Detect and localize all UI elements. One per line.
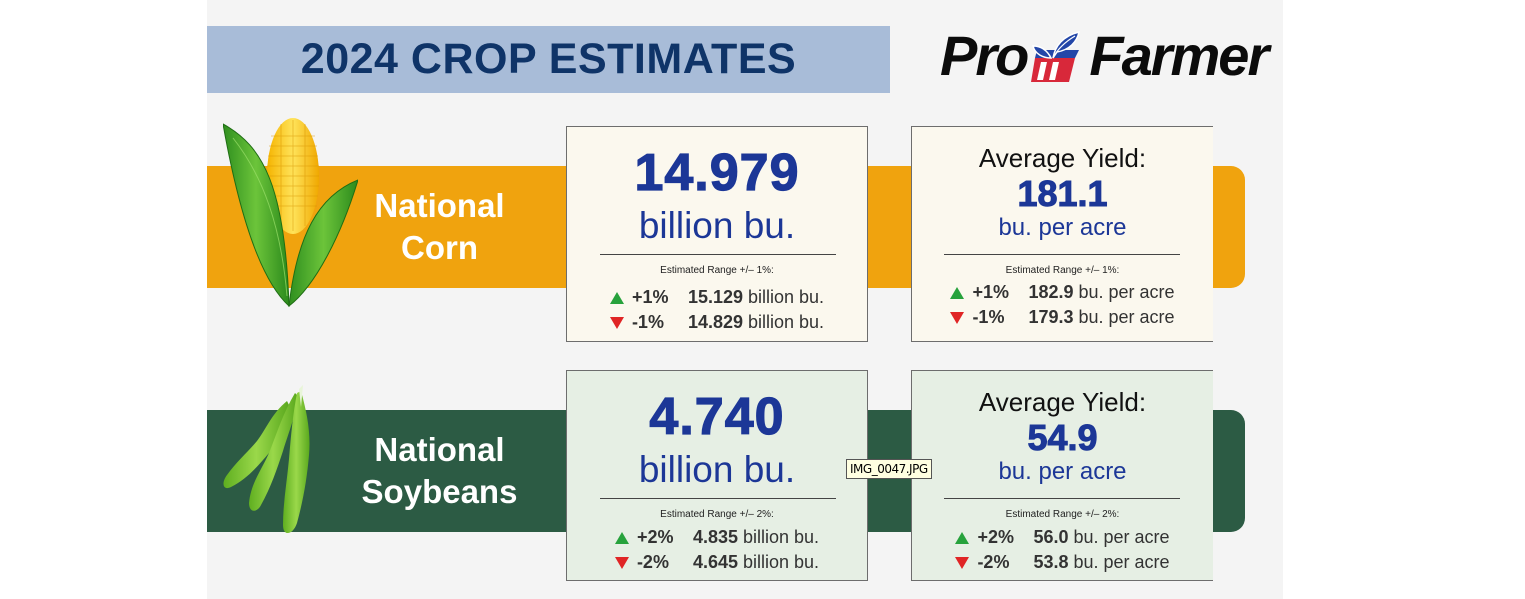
down-arrow-icon <box>614 556 629 569</box>
sprout-flag-icon <box>1029 28 1087 84</box>
corn-production-range-caption: Estimated Range +/– 1%: <box>660 265 774 276</box>
divider <box>944 254 1180 255</box>
soy-production-value: 4.740 <box>649 388 785 446</box>
up-arrow-icon <box>609 291 624 304</box>
down-arrow-icon <box>955 556 970 569</box>
soy-yield-range-caption: Estimated Range +/– 2%: <box>1005 509 1120 520</box>
soy-yield-title: Average Yield: <box>978 387 1147 417</box>
soy-yield-value: 54.9 <box>1027 417 1098 458</box>
soy-label-line2: Soybeans <box>361 473 518 510</box>
down-arrow-icon <box>950 311 965 324</box>
soy-production-range-up: +2% 4.835 billion bu. <box>567 527 867 548</box>
corn-yield-card: Average Yield: 181.1 bu. per acre Estima… <box>911 126 1213 342</box>
soybean-pods-icon <box>217 383 327 543</box>
filename-tooltip: IMG_0047.JPG <box>846 459 932 479</box>
corn-yield-value: 181.1 <box>1017 173 1108 214</box>
divider <box>600 254 836 255</box>
soy-label-line1: National <box>374 431 505 468</box>
corn-production-card: 14.979 billion bu. Estimated Range +/– 1… <box>566 126 868 342</box>
soy-production-range-caption: Estimated Range +/– 2%: <box>660 509 774 520</box>
corn-production-range-down: -1% 14.829 billion bu. <box>567 312 867 333</box>
up-arrow-icon <box>614 531 629 544</box>
soy-yield-range-up: +2% 56.0 bu. per acre <box>912 527 1213 548</box>
divider <box>600 498 836 499</box>
soy-production-card: 4.740 billion bu. Estimated Range +/– 2%… <box>566 370 868 581</box>
soy-yield-unit: bu. per acre <box>998 458 1127 485</box>
up-arrow-icon <box>955 531 970 544</box>
corn-yield-range-caption: Estimated Range +/– 1%: <box>1005 265 1120 276</box>
logo-text-pro: Pro <box>940 24 1029 87</box>
corn-label-line1: National <box>374 187 505 224</box>
soy-production-range-down: -2% 4.645 billion bu. <box>567 552 867 573</box>
corn-cob-icon <box>222 116 359 311</box>
corn-label: National Corn <box>347 185 532 269</box>
soy-label: National Soybeans <box>347 429 532 513</box>
corn-label-line2: Corn <box>401 229 478 266</box>
up-arrow-icon <box>950 286 965 299</box>
down-arrow-icon <box>609 316 624 329</box>
divider <box>944 498 1180 499</box>
soy-yield-card: Average Yield: 54.9 bu. per acre Estimat… <box>911 370 1213 581</box>
title-banner: 2024 CROP ESTIMATES <box>207 26 890 93</box>
corn-production-value: 14.979 <box>634 144 800 202</box>
soy-yield-range-down: -2% 53.8 bu. per acre <box>912 552 1213 573</box>
logo-text-farmer: Farmer <box>1089 24 1269 87</box>
infographic-canvas: 2024 CROP ESTIMATES Pro Farmer National … <box>207 0 1283 599</box>
corn-yield-title: Average Yield: <box>978 143 1147 173</box>
corn-yield-unit: bu. per acre <box>998 214 1127 241</box>
page-title: 2024 CROP ESTIMATES <box>300 35 797 83</box>
corn-yield-range-up: +1% 182.9 bu. per acre <box>912 282 1213 303</box>
corn-yield-range-down: -1% 179.3 bu. per acre <box>912 307 1213 328</box>
corn-production-unit: billion bu. <box>638 205 796 246</box>
pro-farmer-logo: Pro Farmer <box>940 24 1269 87</box>
corn-production-range-up: +1% 15.129 billion bu. <box>567 287 867 308</box>
soy-production-unit: billion bu. <box>638 449 796 490</box>
